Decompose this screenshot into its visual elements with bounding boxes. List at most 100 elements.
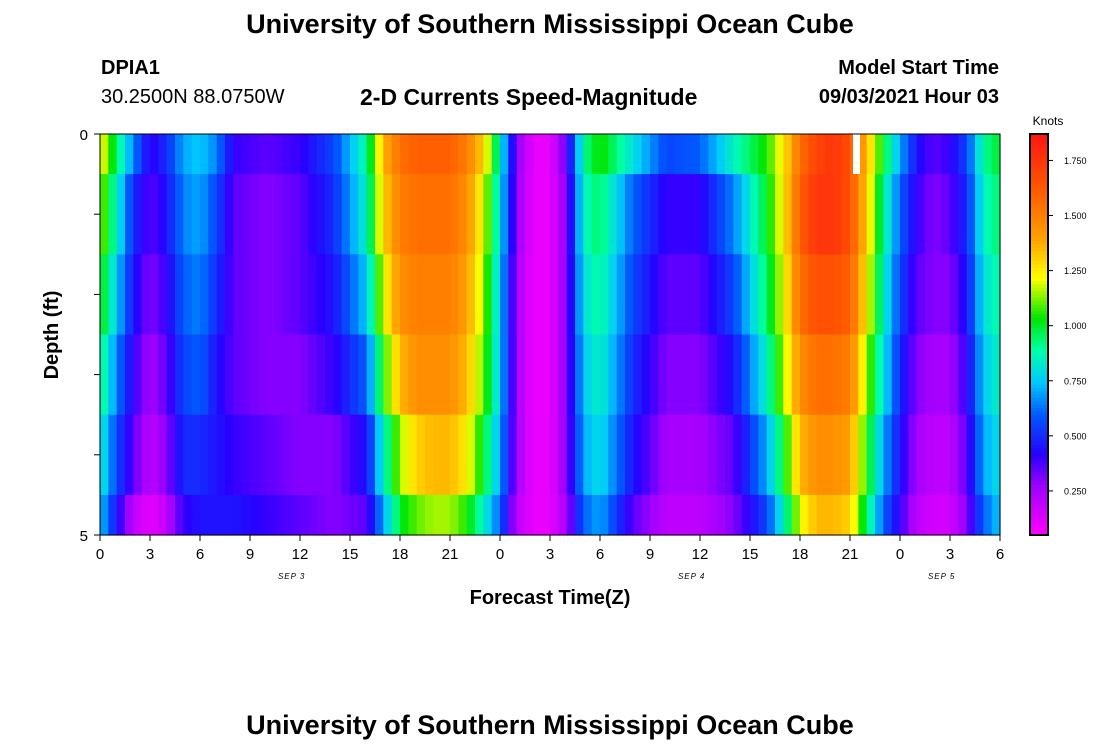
colorbar-tick-label: 0.250 — [1064, 486, 1087, 496]
colorbar-segment — [1030, 180, 1048, 185]
heatmap-cell — [383, 134, 393, 175]
footer-title: University of Southern Mississippi Ocean… — [246, 710, 854, 740]
heatmap-cell — [141, 334, 151, 416]
heatmap-cell — [108, 494, 118, 536]
heatmap-cell — [741, 254, 751, 336]
colorbar-segment — [1030, 327, 1048, 332]
heatmap-cell — [900, 494, 909, 536]
heatmap-cell — [791, 174, 801, 255]
heatmap-cell — [616, 414, 626, 496]
heatmap-cell — [533, 174, 543, 255]
colorbar-segment — [1030, 521, 1048, 526]
heatmap-cell — [425, 334, 434, 416]
heatmap-cell — [108, 334, 118, 416]
heatmap-cell — [708, 414, 718, 496]
heatmap-cell — [925, 174, 934, 255]
heatmap-cell — [933, 494, 943, 536]
heatmap-cell — [658, 334, 668, 416]
heatmap-cell — [766, 334, 776, 416]
heatmap-cell — [366, 414, 376, 496]
heatmap-cell — [633, 254, 643, 336]
heatmap-cell — [466, 494, 476, 536]
heatmap-cell — [733, 254, 743, 336]
colorbar-segment — [1030, 441, 1048, 446]
heatmap-cell — [200, 254, 209, 336]
heatmap-cell — [425, 134, 434, 175]
heatmap-cell — [883, 414, 893, 496]
heatmap-cell — [291, 174, 301, 255]
colorbar-segment — [1030, 374, 1048, 379]
heatmap-cell — [125, 254, 134, 336]
heatmap-cell — [141, 494, 151, 536]
heatmap-cell — [433, 174, 443, 255]
heatmap-cell — [316, 254, 326, 336]
heatmap-cell — [766, 174, 776, 255]
heatmap-cell — [750, 334, 759, 416]
heatmap-cell — [991, 134, 1001, 175]
heatmap-cell — [683, 134, 693, 175]
heatmap-cell — [758, 334, 768, 416]
heatmap-cell — [608, 134, 618, 175]
heatmap-cell — [866, 174, 876, 255]
heatmap-cell — [175, 334, 184, 416]
heatmap-cell — [200, 414, 209, 496]
page-title: University of Southern Mississippi Ocean… — [246, 9, 854, 39]
heatmap-cell — [316, 414, 326, 496]
heatmap-cell — [491, 134, 501, 175]
heatmap-cell — [716, 174, 726, 255]
colorbar-segment — [1030, 511, 1048, 516]
colorbar-segment — [1030, 461, 1048, 466]
heatmap-cell — [983, 134, 993, 175]
heatmap-cell — [416, 414, 426, 496]
heatmap-cell — [150, 174, 159, 255]
heatmap-cell — [183, 174, 193, 255]
colorbar-segment — [1030, 468, 1048, 473]
heatmap-cell — [508, 494, 518, 536]
colorbar-segment — [1030, 214, 1048, 219]
heatmap-cell — [400, 254, 409, 336]
heatmap-cell — [616, 174, 626, 255]
heatmap-cell — [791, 134, 801, 175]
heatmap-cell — [633, 334, 643, 416]
heatmap-cell — [908, 414, 918, 496]
heatmap-cell — [191, 254, 201, 336]
heatmap-cell — [500, 334, 509, 416]
colorbar-segment — [1030, 277, 1048, 282]
heatmap-cell — [275, 174, 284, 255]
colorbar-segment — [1030, 387, 1048, 392]
heatmap-cell — [541, 254, 551, 336]
heatmap-cell — [950, 254, 959, 336]
heatmap-cell — [566, 174, 576, 255]
heatmap-cell — [675, 334, 684, 416]
heatmap-cell — [541, 174, 551, 255]
date-label: SEP 3 — [278, 572, 305, 581]
heatmap-cell — [908, 174, 918, 255]
heatmap-cell — [375, 174, 384, 255]
heatmap-cell — [350, 254, 359, 336]
heatmap-cell — [833, 494, 843, 536]
heatmap-cell — [233, 134, 243, 175]
heatmap-cell — [208, 254, 218, 336]
heatmap-cell — [366, 134, 376, 175]
heatmap-cell — [241, 334, 251, 416]
heatmap-cell — [433, 134, 443, 175]
heatmap-cell — [425, 174, 434, 255]
heatmap-cell — [300, 174, 309, 255]
heatmap-cell — [691, 134, 701, 175]
heatmap-cell — [566, 254, 576, 336]
heatmap-cell — [783, 174, 793, 255]
heatmap-cell — [666, 134, 676, 175]
heatmap-cell — [600, 174, 609, 255]
heatmap-cell — [558, 134, 568, 175]
heatmap-cell — [141, 254, 151, 336]
colorbar-segment — [1030, 237, 1048, 242]
heatmap-cell — [708, 254, 718, 336]
heatmap-cell — [641, 254, 651, 336]
heatmap-cell — [125, 134, 134, 175]
heatmap-cell — [441, 494, 451, 536]
heatmap-cell — [225, 334, 234, 416]
heatmap-cell — [958, 134, 968, 175]
heatmap-cell — [483, 494, 493, 536]
heatmap-cell — [733, 334, 743, 416]
colorbar-segment — [1030, 491, 1048, 496]
